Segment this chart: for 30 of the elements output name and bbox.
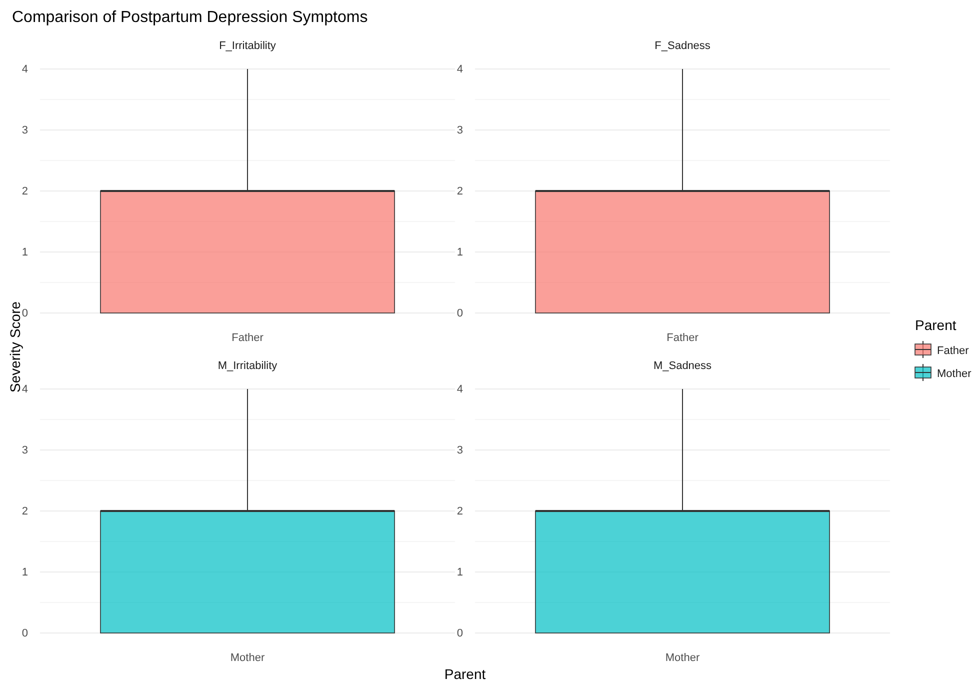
y-tick-label: 3 — [456, 444, 463, 457]
y-axis-title: Severity Score — [7, 301, 23, 393]
y-tick-label: 3 — [22, 444, 28, 457]
y-tick-label: 2 — [22, 506, 28, 518]
y-tick-label: 1 — [456, 566, 463, 579]
y-tick-label: 4 — [456, 384, 463, 396]
y-tick-label: 2 — [456, 506, 463, 518]
y-tick-label: 0 — [22, 628, 28, 640]
y-tick-label: 1 — [22, 246, 28, 259]
y-tick-label: 1 — [22, 566, 28, 579]
y-tick-label: 2 — [456, 186, 463, 198]
y-tick-label: 0 — [456, 628, 463, 640]
legend-label: Mother — [937, 368, 972, 380]
y-tick-label: 0 — [22, 308, 28, 320]
y-tick-label: 4 — [22, 64, 28, 76]
y-tick-label: 3 — [456, 124, 463, 137]
chart-subtitle: F_Irritability — [219, 40, 276, 52]
chart-subtitle: M_Sadness — [653, 360, 712, 372]
y-tick-label: 2 — [22, 186, 28, 198]
y-tick-label: 0 — [456, 308, 463, 320]
y-tick-label: 1 — [456, 246, 463, 259]
chart-subtitle: F_Sadness — [654, 40, 711, 52]
y-tick-label: 4 — [22, 384, 28, 396]
y-tick-label: 4 — [456, 64, 463, 76]
x-axis-title: Parent — [444, 666, 486, 682]
y-tick-label: 3 — [22, 124, 28, 137]
legend-label: Father — [937, 345, 970, 357]
chart-subtitle: M_Irritability — [218, 360, 278, 372]
legend-title: Parent — [915, 317, 956, 333]
chart-title: Comparison of Postpartum Depression Symptoms — [12, 9, 368, 26]
